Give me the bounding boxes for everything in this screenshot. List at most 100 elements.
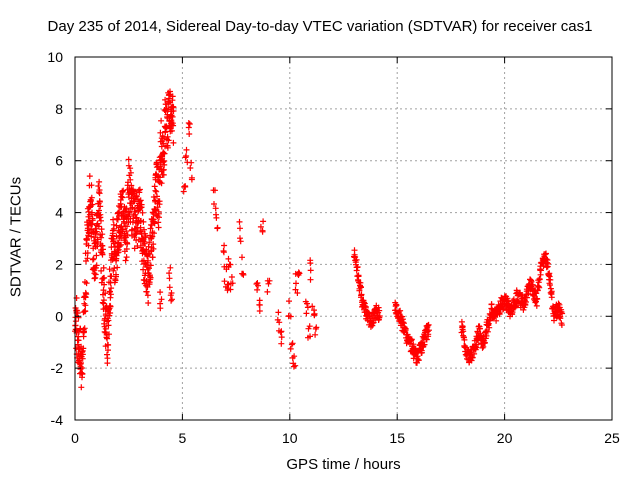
- data-point: [482, 339, 488, 346]
- data-point: [157, 289, 164, 296]
- data-point: [84, 250, 91, 256]
- data-point: [166, 270, 173, 277]
- data-point: [86, 173, 93, 180]
- data-point: [99, 242, 106, 249]
- data-point: [291, 353, 298, 360]
- data-point: [105, 317, 112, 324]
- data-point: [559, 310, 566, 317]
- data-point: [96, 207, 102, 214]
- data-point: [523, 299, 529, 305]
- data-point: [264, 277, 271, 284]
- x-axis-label: GPS time / hours: [286, 456, 401, 473]
- data-point: [278, 328, 285, 335]
- data-point: [292, 362, 299, 369]
- data-point: [92, 271, 99, 278]
- data-point: [278, 334, 285, 341]
- data-point: [400, 316, 406, 323]
- data-point: [137, 224, 144, 231]
- y-tick-label: 6: [55, 153, 63, 169]
- data-point: [124, 240, 131, 247]
- data-point: [89, 201, 96, 208]
- data-point: [75, 337, 82, 344]
- data-point: [461, 336, 468, 343]
- data-point: [307, 276, 314, 283]
- data-point: [107, 310, 114, 316]
- data-point: [224, 287, 231, 294]
- x-tick-label: 25: [604, 430, 620, 446]
- data-point: [484, 328, 491, 335]
- data-point: [72, 326, 79, 333]
- data-point: [290, 363, 297, 370]
- data-point: [256, 308, 263, 314]
- data-point: [212, 187, 218, 194]
- data-point: [239, 254, 245, 261]
- data-point: [144, 292, 151, 299]
- data-point: [259, 227, 266, 234]
- data-point: [120, 226, 126, 233]
- data-point: [127, 169, 134, 176]
- data-point: [160, 140, 167, 147]
- data-point: [151, 230, 157, 237]
- y-tick-label: 10: [47, 49, 63, 65]
- y-tick-label: -2: [51, 360, 64, 376]
- data-point: [182, 154, 189, 161]
- data-point: [483, 332, 490, 339]
- data-point: [264, 288, 271, 295]
- data-point: [274, 316, 281, 323]
- data-point: [370, 319, 377, 326]
- data-point: [161, 135, 167, 142]
- data-point: [547, 276, 554, 283]
- data-point: [376, 307, 383, 314]
- data-point: [80, 345, 87, 352]
- data-point: [523, 294, 530, 301]
- data-point: [158, 180, 165, 187]
- y-tick-label: 8: [55, 101, 63, 117]
- data-point: [166, 275, 173, 282]
- data-point: [115, 246, 122, 253]
- data-point: [110, 225, 117, 232]
- data-point: [165, 137, 172, 144]
- data-point: [496, 311, 503, 318]
- data-point: [84, 225, 91, 232]
- data-point: [546, 273, 553, 280]
- data-point: [160, 171, 167, 178]
- data-point: [134, 243, 141, 249]
- data-point: [105, 347, 111, 354]
- data-point: [79, 351, 86, 358]
- data-point: [78, 360, 84, 366]
- data-point: [183, 146, 190, 153]
- data-point: [107, 288, 113, 295]
- data-point: [423, 336, 430, 343]
- data-point: [408, 336, 415, 343]
- data-point: [93, 228, 100, 235]
- data-point: [220, 248, 227, 254]
- data-point: [83, 237, 90, 244]
- data-point: [170, 122, 177, 129]
- data-point: [157, 163, 164, 170]
- data-point: [469, 354, 476, 361]
- data-point: [312, 325, 319, 332]
- data-point: [168, 127, 175, 134]
- data-point: [125, 156, 132, 163]
- data-point: [277, 329, 284, 336]
- y-tick-label: 0: [55, 308, 63, 324]
- data-point: [160, 159, 167, 166]
- data-point: [418, 349, 425, 356]
- data-point: [83, 291, 90, 298]
- data-point: [158, 296, 165, 303]
- data-point: [154, 193, 160, 200]
- data-point: [100, 297, 107, 304]
- data-point: [170, 104, 177, 111]
- data-point: [240, 270, 247, 277]
- data-point: [138, 201, 145, 208]
- data-point: [410, 341, 417, 348]
- data-point: [136, 198, 143, 205]
- data-point: [362, 304, 369, 311]
- data-point: [153, 188, 160, 195]
- data-point: [393, 302, 400, 309]
- data-point: [479, 344, 486, 351]
- data-point: [81, 325, 88, 332]
- data-point: [145, 257, 151, 264]
- data-point: [160, 149, 167, 156]
